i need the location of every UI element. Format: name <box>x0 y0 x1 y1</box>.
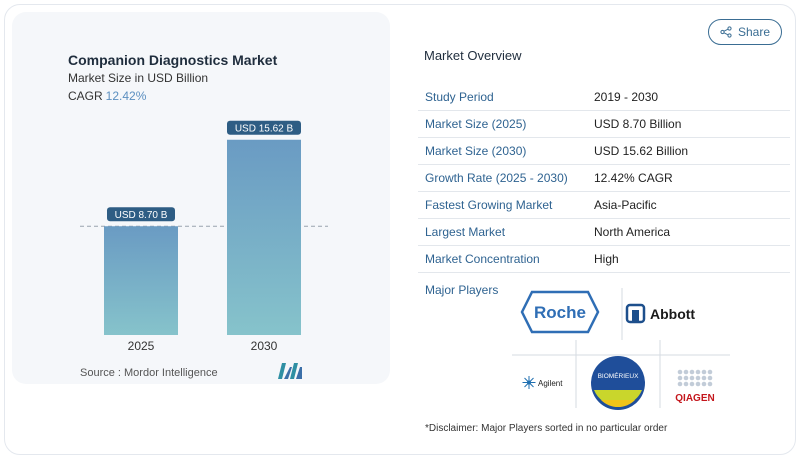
overview-key: Market Size (2025) <box>425 117 527 131</box>
data-label-bg <box>107 207 175 222</box>
overview-key: Largest Market <box>425 225 506 239</box>
overview-value: 12.42% CAGR <box>594 171 673 185</box>
overview-value: Asia-Pacific <box>594 198 657 212</box>
chart-subtitle: Market Size in USD Billion <box>68 71 209 85</box>
biomerieux-logo-text: BIOMÉRIEUX <box>598 371 639 380</box>
agilent-logo-icon: Agilent <box>522 376 563 389</box>
qiagen-logo-icon: QIAGEN <box>675 369 715 404</box>
overview-key: Market Concentration <box>425 252 540 266</box>
disclaimer: *Disclaimer: Major Players sorted in no … <box>425 423 668 434</box>
x-tick-label: 2030 <box>251 339 278 353</box>
overview-row: Market Concentration High <box>418 246 790 273</box>
overview-table: Study Period 2019 - 2030 Market Size (20… <box>418 84 790 273</box>
cagr: CAGR 12.42% <box>68 89 146 103</box>
mordor-logo-icon <box>278 363 302 379</box>
data-label-bg <box>227 120 301 135</box>
overview-key: Study Period <box>425 90 494 104</box>
x-tick-label: 2025 <box>128 339 155 353</box>
qiagen-logo-text: QIAGEN <box>675 393 714 404</box>
chart-card <box>12 12 390 384</box>
overview-key: Fastest Growing Market <box>425 198 553 212</box>
overview-row: Growth Rate (2025 - 2030) 12.42% CAGR <box>418 165 790 192</box>
overview-row: Study Period 2019 - 2030 <box>418 84 790 111</box>
overview-value: USD 15.62 Billion <box>594 144 689 158</box>
cagr-value: 12.42% <box>105 89 147 103</box>
roche-logo-text: Roche <box>534 303 586 322</box>
data-label: USD 15.62 B <box>235 123 294 134</box>
major-players-logos: Roche Abbott Agilent BIOMÉRIEUX QIAGEN <box>512 288 730 410</box>
data-label: USD 8.70 B <box>115 210 168 221</box>
source-text: Source : Mordor Intelligence <box>80 367 218 379</box>
overview-key: Growth Rate (2025 - 2030) <box>425 171 568 185</box>
overview-value: USD 8.70 Billion <box>594 117 682 131</box>
share-icon <box>720 26 732 38</box>
overview-key: Market Size (2030) <box>425 144 527 158</box>
major-players-label: Major Players <box>425 283 499 297</box>
overview-row: Market Size (2025) USD 8.70 Billion <box>418 111 790 138</box>
overview-title: Market Overview <box>424 48 522 63</box>
abbott-logo-text: Abbott <box>650 306 695 322</box>
overview-row: Largest Market North America <box>418 219 790 246</box>
abbott-logo-icon: Abbott <box>625 303 695 324</box>
overview-value: 2019 - 2030 <box>594 90 659 104</box>
overview-row: Fastest Growing Market Asia-Pacific <box>418 192 790 219</box>
overview-value: North America <box>594 225 671 239</box>
share-button[interactable]: Share <box>708 19 782 45</box>
overview-row: Market Size (2030) USD 15.62 Billion <box>418 138 790 165</box>
bar-2030 <box>227 139 301 335</box>
share-label: Share <box>737 25 771 39</box>
bar-2025 <box>104 226 178 335</box>
chart-title: Companion Diagnostics Market <box>68 52 278 68</box>
biomerieux-logo-icon: BIOMÉRIEUX <box>591 356 645 410</box>
overview-value: High <box>594 252 619 266</box>
bar-chart: USD 8.70 B 2025 USD 15.62 B 2030 <box>80 120 328 353</box>
cagr-label: CAGR <box>68 89 103 103</box>
roche-logo-icon: Roche <box>520 290 600 334</box>
agilent-logo-text: Agilent <box>538 379 563 388</box>
